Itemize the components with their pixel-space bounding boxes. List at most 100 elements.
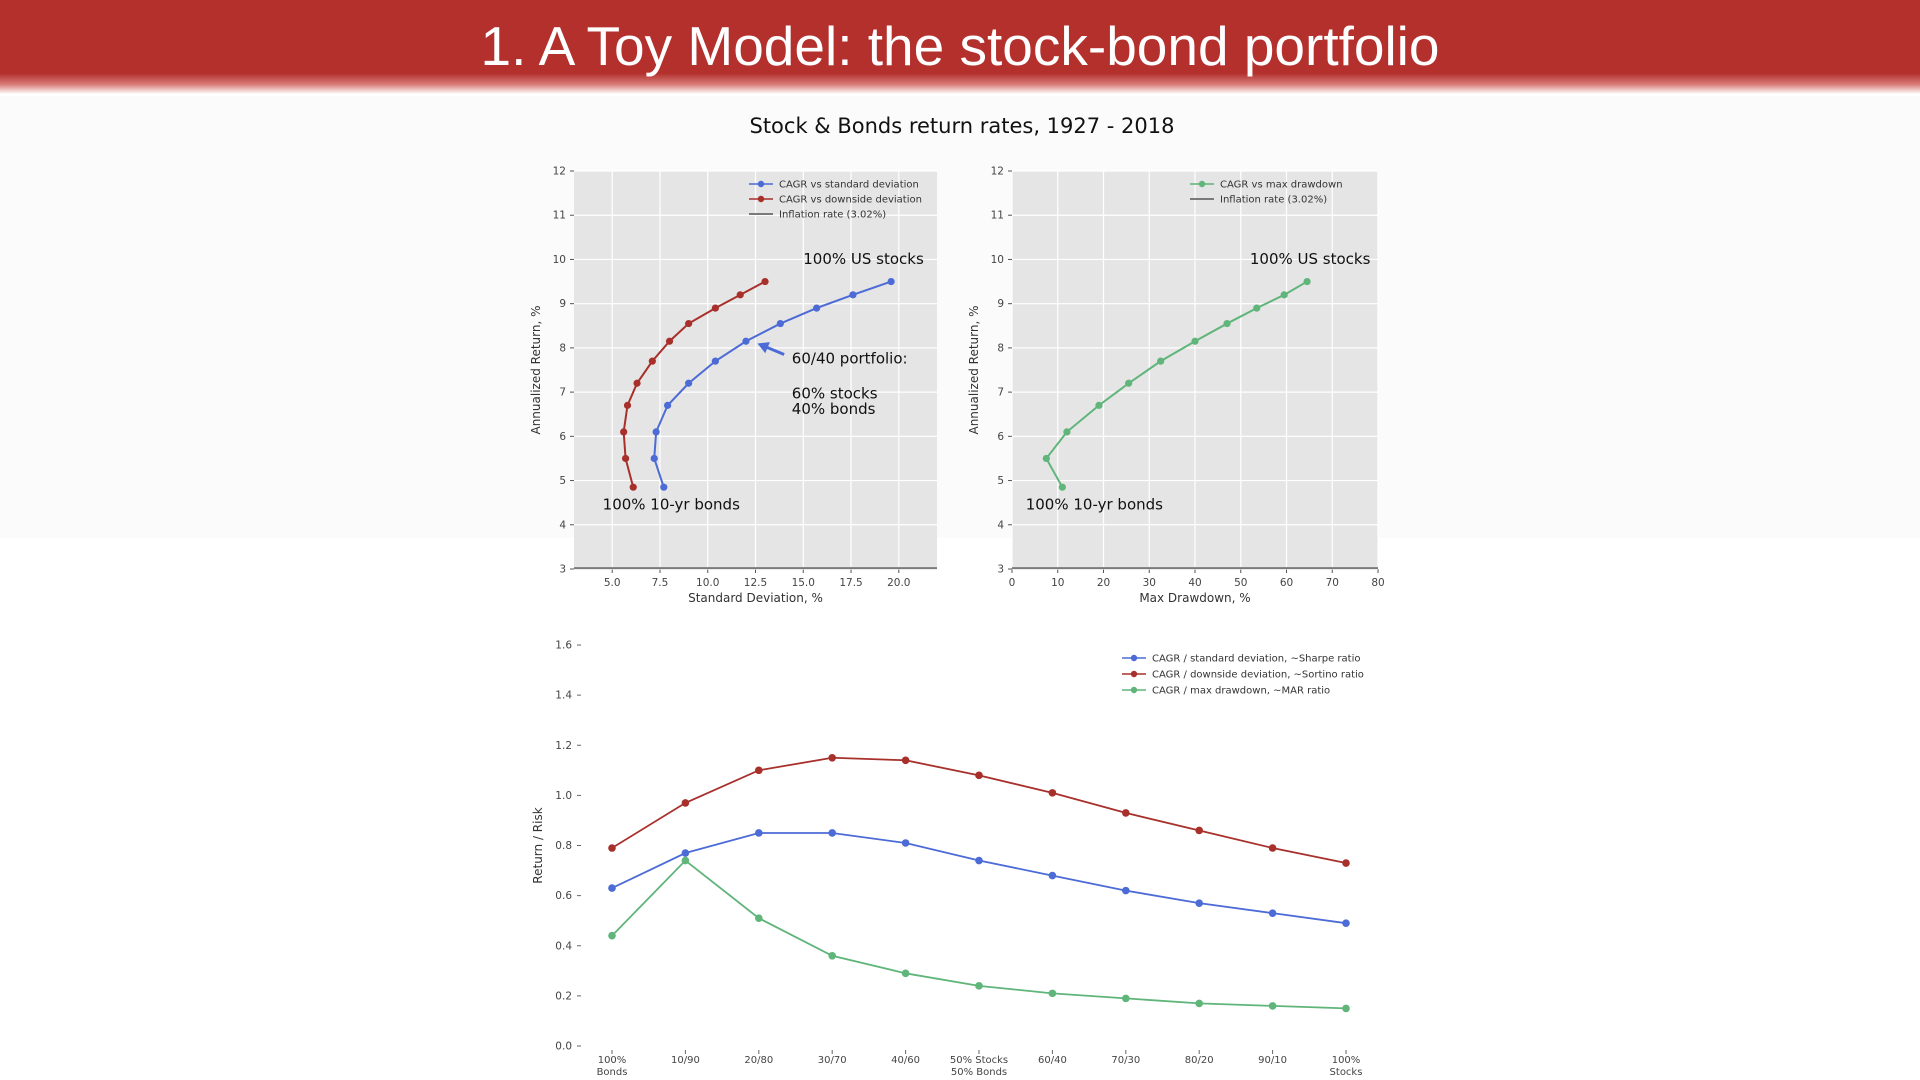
legend-label: CAGR / max drawdown, ~MAR ratio [1152,686,1330,697]
data-point-cagr-standard-deviation-sharpe-ratio [1342,919,1350,927]
y-tick-label: 0.4 [555,940,572,952]
data-point-cagr-max-drawdown-mar-ratio [1268,1002,1277,1010]
data-point-cagr-vs-downside-deviation [620,428,628,436]
legend-label: CAGR / standard deviation, ~Sharpe ratio [1152,654,1360,665]
data-point-cagr-downside-deviation-sortino-ratio [901,756,910,765]
x-tick-label: 70/30 [1111,1055,1140,1066]
y-tick-label: 11 [553,210,566,222]
data-point-cagr-vs-downside-deviation [736,291,744,299]
data-point-cagr-downside-deviation-sortino-ratio [608,844,616,852]
data-point-cagr-vs-standard-deviation [650,454,658,463]
data-point-cagr-vs-max-drawdown [1303,277,1311,286]
series-line-cagr-standard-deviation-sharpe-ratio [611,832,1347,925]
legend-marker [757,195,765,203]
x-tick-label: 17.5 [839,577,862,589]
data-point-cagr-vs-downside-deviation [711,304,719,312]
x-axis-label: Max Drawdown, % [1139,591,1250,605]
x-tick-label: 15.0 [792,577,815,589]
slide-title: 1. A Toy Model: the stock-bond portfolio [480,15,1440,77]
x-tick-label: 40 [1188,577,1201,589]
data-point-cagr-vs-max-drawdown [1223,319,1231,328]
data-point-cagr-vs-max-drawdown [1253,304,1261,312]
data-point-cagr-vs-max-drawdown [1280,291,1288,299]
data-point-cagr-standard-deviation-sharpe-ratio [975,856,983,865]
title-banner: 1. A Toy Model: the stock-bond portfolio [0,0,1920,94]
y-axis-label: Return / Risk [531,807,545,883]
data-point-cagr-standard-deviation-sharpe-ratio [828,829,836,837]
data-point-cagr-vs-downside-deviation [648,357,656,365]
y-tick-label: 0.6 [555,890,572,902]
data-point-cagr-downside-deviation-sortino-ratio [828,753,836,762]
legend-label: CAGR / downside deviation, ~Sortino rati… [1152,670,1364,681]
x-tick-label: 80 [1371,577,1384,589]
data-point-cagr-vs-max-drawdown [1191,337,1199,345]
x-tick-label: 70 [1326,577,1339,589]
x-tick-label: Stocks [1330,1067,1363,1078]
y-tick-label: 10 [553,254,566,266]
legend-marker [1130,686,1138,694]
data-point-cagr-standard-deviation-sharpe-ratio [1268,909,1277,917]
x-tick-label: 12.5 [744,577,767,589]
data-point-cagr-standard-deviation-sharpe-ratio [681,849,690,857]
y-axis-label: Annualized Return, % [529,305,543,434]
y-tick-label: 1.4 [555,690,572,702]
y-tick-label: 6 [559,431,566,443]
data-point-cagr-max-drawdown-mar-ratio [1342,1004,1350,1013]
legend-marker [1130,670,1138,678]
y-tick-label: 0.8 [555,840,572,852]
annotation-arrow-head [757,342,770,354]
x-tick-label: 5.0 [604,577,621,589]
annotation: 100% US stocks [803,250,924,268]
data-point-cagr-max-drawdown-mar-ratio [681,856,690,865]
data-point-cagr-downside-deviation-sortino-ratio [1122,809,1130,817]
data-point-cagr-max-drawdown-mar-ratio [1048,989,1057,998]
x-axis-label: Standard Deviation, % [688,591,823,605]
data-point-cagr-vs-standard-deviation [776,319,784,328]
y-tick-label: 0.2 [555,990,572,1002]
data-point-cagr-max-drawdown-mar-ratio [608,931,616,940]
data-point-cagr-standard-deviation-sharpe-ratio [1048,871,1057,880]
y-tick-label: 1.0 [555,790,572,802]
y-tick-label: 4 [559,519,566,531]
data-point-cagr-vs-max-drawdown [1125,379,1133,387]
x-tick-label: 7.5 [652,577,669,589]
data-point-cagr-vs-downside-deviation [633,379,641,387]
chart-return-vs-drawdown: 0 10 20 30 40 50 60 70 80 3 4 5 6 7 8 9 10 11 12 Max Drawdo… [967,166,1385,606]
data-point-cagr-vs-max-drawdown [1058,483,1066,491]
data-point-cagr-max-drawdown-mar-ratio [755,914,763,922]
legend-label: CAGR vs downside deviation [779,195,922,206]
figure-title: Stock & Bonds return rates, 1927 - 2018 [749,114,1174,138]
data-point-cagr-max-drawdown-mar-ratio [975,982,983,990]
legend-marker [1198,180,1206,188]
figure-background [0,96,1920,538]
data-point-cagr-vs-max-drawdown [1157,357,1165,365]
legend-label: Inflation rate (3.02%) [1220,195,1327,206]
data-point-cagr-vs-standard-deviation [652,428,660,436]
y-tick-label: 0.0 [555,1041,572,1053]
x-tick-label: 50% Stocks [950,1055,1008,1066]
y-tick-label: 10 [991,254,1004,266]
y-tick-label: 7 [559,387,566,399]
data-point-cagr-max-drawdown-mar-ratio [828,951,836,960]
data-point-cagr-downside-deviation-sortino-ratio [755,766,763,775]
x-tick-label: 0 [1009,577,1016,589]
data-point-cagr-standard-deviation-sharpe-ratio [1195,899,1203,907]
annotation: 60/40 portfolio: [792,349,908,367]
y-tick-label: 6 [997,431,1004,443]
annotation: 100% 10-yr bonds [1026,495,1163,513]
data-point-cagr-standard-deviation-sharpe-ratio [1122,886,1130,895]
data-point-cagr-vs-downside-deviation [685,319,693,328]
data-point-cagr-standard-deviation-sharpe-ratio [608,884,616,892]
data-point-cagr-downside-deviation-sortino-ratio [681,799,690,807]
data-point-cagr-downside-deviation-sortino-ratio [975,771,983,780]
data-point-cagr-downside-deviation-sortino-ratio [1268,844,1277,852]
annotation: 100% US stocks [1250,250,1371,268]
data-point-cagr-downside-deviation-sortino-ratio [1342,859,1350,867]
data-point-cagr-downside-deviation-sortino-ratio [1048,789,1057,797]
data-point-cagr-vs-standard-deviation [664,401,672,409]
data-point-cagr-vs-standard-deviation [711,357,719,365]
y-tick-label: 3 [997,564,1004,576]
y-tick-label: 1.2 [555,740,572,752]
data-point-cagr-standard-deviation-sharpe-ratio [901,839,910,847]
